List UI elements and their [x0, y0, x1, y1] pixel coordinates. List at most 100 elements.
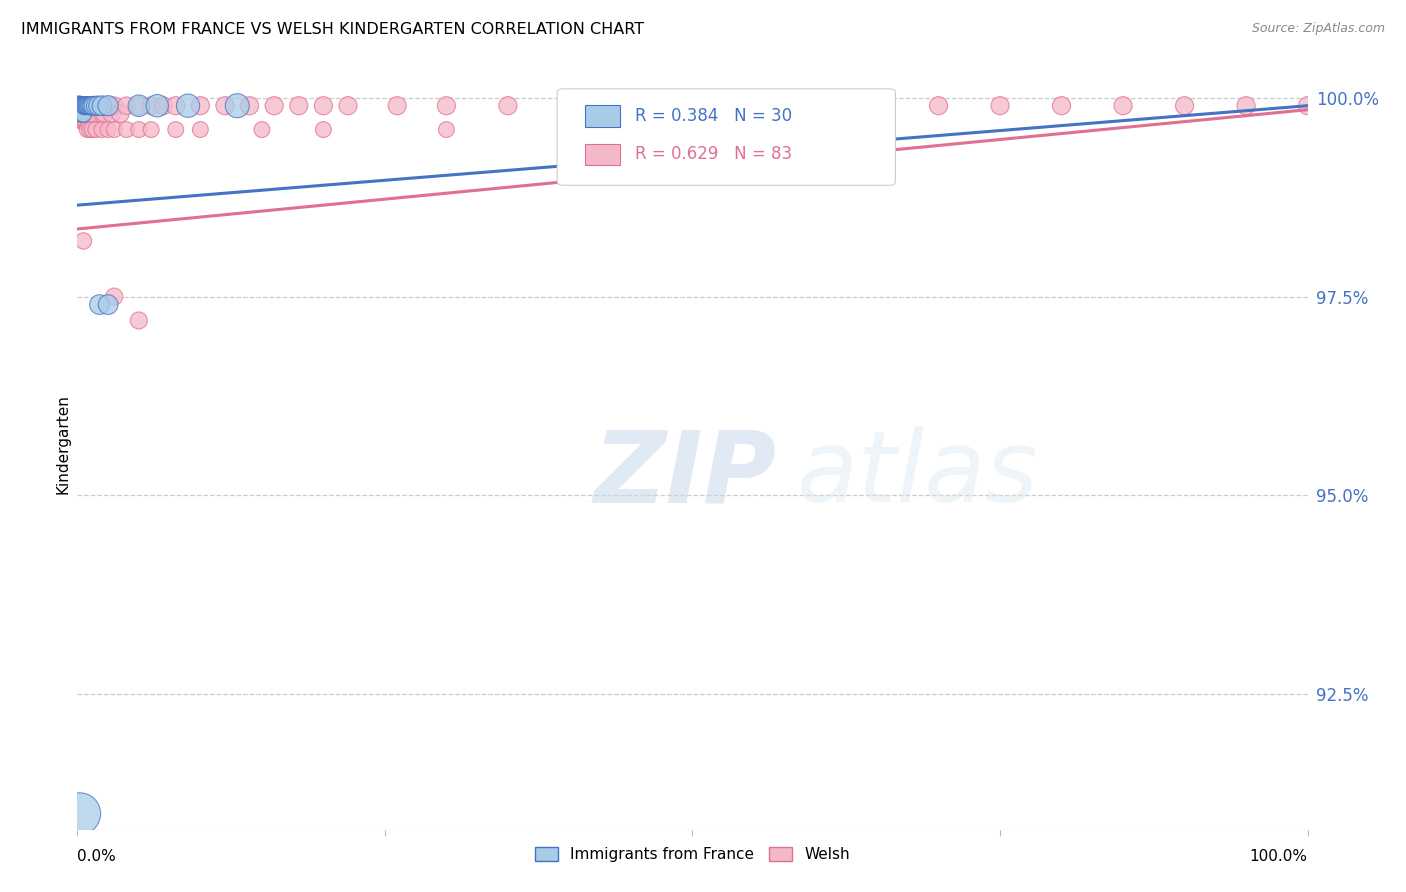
Text: ZIP: ZIP — [595, 426, 778, 523]
Point — [69, 99, 91, 113]
Point — [75, 99, 97, 113]
Point — [128, 313, 150, 327]
Point — [87, 99, 110, 113]
Point — [263, 99, 285, 113]
Text: atlas: atlas — [797, 426, 1039, 523]
Point — [177, 99, 200, 113]
Point — [97, 297, 120, 311]
Point — [188, 122, 212, 136]
Point — [70, 99, 93, 113]
Point — [97, 122, 120, 136]
Point — [146, 99, 169, 113]
Point — [89, 106, 111, 120]
Point — [93, 106, 115, 120]
Point — [73, 99, 96, 113]
Point — [86, 106, 108, 120]
Point — [76, 122, 98, 136]
Point — [866, 99, 889, 113]
Point — [73, 99, 96, 113]
Text: Source: ZipAtlas.com: Source: ZipAtlas.com — [1251, 22, 1385, 36]
Point — [84, 106, 107, 120]
Point — [90, 99, 114, 113]
Point — [73, 106, 96, 120]
Point — [73, 114, 96, 128]
Point — [72, 99, 94, 113]
Point — [110, 106, 132, 120]
Point — [72, 114, 94, 128]
Point — [239, 99, 262, 113]
Point — [69, 99, 91, 113]
Point — [312, 99, 335, 113]
Point — [103, 99, 125, 113]
Point — [70, 106, 93, 120]
Point — [288, 99, 311, 113]
Point — [436, 99, 458, 113]
FancyBboxPatch shape — [585, 105, 620, 127]
Point — [70, 106, 93, 120]
Point — [70, 99, 93, 113]
Point — [70, 99, 93, 113]
Point — [73, 99, 96, 113]
Point — [79, 106, 101, 120]
Point — [75, 99, 97, 113]
Point — [128, 122, 150, 136]
Point — [72, 106, 94, 120]
Point — [69, 806, 91, 821]
Point — [70, 106, 93, 120]
Text: 100.0%: 100.0% — [1250, 849, 1308, 863]
Point — [87, 106, 110, 120]
Point — [97, 99, 120, 113]
Point — [82, 106, 104, 120]
Point — [496, 99, 519, 113]
Point — [76, 99, 98, 113]
Point — [79, 99, 101, 113]
Text: IMMIGRANTS FROM FRANCE VS WELSH KINDERGARTEN CORRELATION CHART: IMMIGRANTS FROM FRANCE VS WELSH KINDERGA… — [21, 22, 644, 37]
Point — [82, 122, 104, 136]
Point — [1050, 99, 1073, 113]
Point — [89, 297, 111, 311]
Point — [312, 122, 335, 136]
Point — [82, 106, 104, 120]
Point — [436, 122, 458, 136]
Point — [80, 106, 103, 120]
Point — [152, 99, 174, 113]
Point — [69, 99, 91, 113]
Point — [558, 99, 581, 113]
Point — [70, 106, 93, 120]
Point — [75, 99, 97, 113]
Point — [75, 114, 97, 128]
Point — [84, 122, 107, 136]
Point — [72, 99, 94, 113]
Text: R = 0.384   N = 30: R = 0.384 N = 30 — [634, 107, 792, 125]
Point — [80, 99, 103, 113]
Point — [70, 99, 93, 113]
Point — [79, 122, 101, 136]
Point — [337, 99, 360, 113]
Point — [682, 99, 704, 113]
Point — [76, 106, 98, 120]
Point — [90, 99, 114, 113]
Point — [79, 99, 101, 113]
Point — [1234, 99, 1257, 113]
Point — [115, 99, 138, 113]
Point — [70, 99, 93, 113]
Point — [250, 122, 273, 136]
Point — [988, 99, 1011, 113]
Text: 0.0%: 0.0% — [77, 849, 117, 863]
Point — [214, 99, 236, 113]
Point — [84, 99, 107, 113]
Point — [804, 99, 827, 113]
Point — [77, 114, 100, 128]
Point — [97, 99, 120, 113]
Legend: Immigrants from France, Welsh: Immigrants from France, Welsh — [529, 841, 856, 868]
Point — [103, 122, 125, 136]
Text: R = 0.629   N = 83: R = 0.629 N = 83 — [634, 145, 792, 163]
Point — [620, 99, 643, 113]
Point — [83, 106, 105, 120]
FancyBboxPatch shape — [585, 144, 620, 165]
Point — [1174, 99, 1197, 113]
Point — [70, 114, 93, 128]
Point — [72, 99, 94, 113]
Point — [72, 106, 94, 120]
FancyBboxPatch shape — [557, 89, 896, 186]
